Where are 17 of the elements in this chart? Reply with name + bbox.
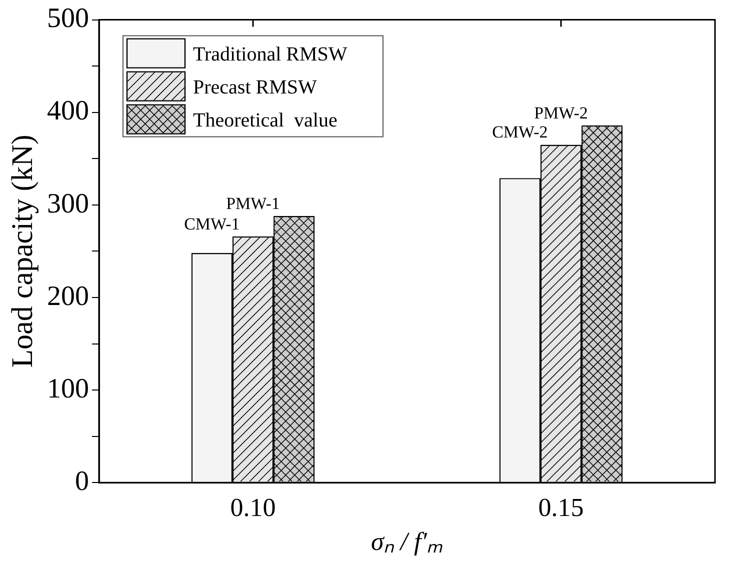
y-tick-label: 400 xyxy=(47,96,89,127)
x-tick-label: 0.10 xyxy=(230,493,276,522)
legend-label: Precast RMSW xyxy=(193,76,317,99)
x-tick-label: 0.15 xyxy=(538,493,584,522)
y-tick-label: 200 xyxy=(47,280,89,312)
annotation: CMW-2 xyxy=(492,122,548,142)
legend-label: Theoretical value xyxy=(193,110,338,132)
legend-label: Traditional RMSW xyxy=(193,44,348,66)
y-tick-label: 300 xyxy=(47,188,89,220)
y-axis-title: Load capacity (kN) xyxy=(6,134,39,368)
x-axis-title: σₙ / f′ₘ xyxy=(371,527,443,556)
y-tick-label: 500 xyxy=(47,3,89,34)
annotation: PMW-1 xyxy=(226,194,280,213)
y-tick-label: 0 xyxy=(75,466,89,497)
annotation: PMW-2 xyxy=(534,103,588,122)
annotation: CMW-1 xyxy=(184,214,240,234)
y-tick-label: 100 xyxy=(47,373,89,404)
